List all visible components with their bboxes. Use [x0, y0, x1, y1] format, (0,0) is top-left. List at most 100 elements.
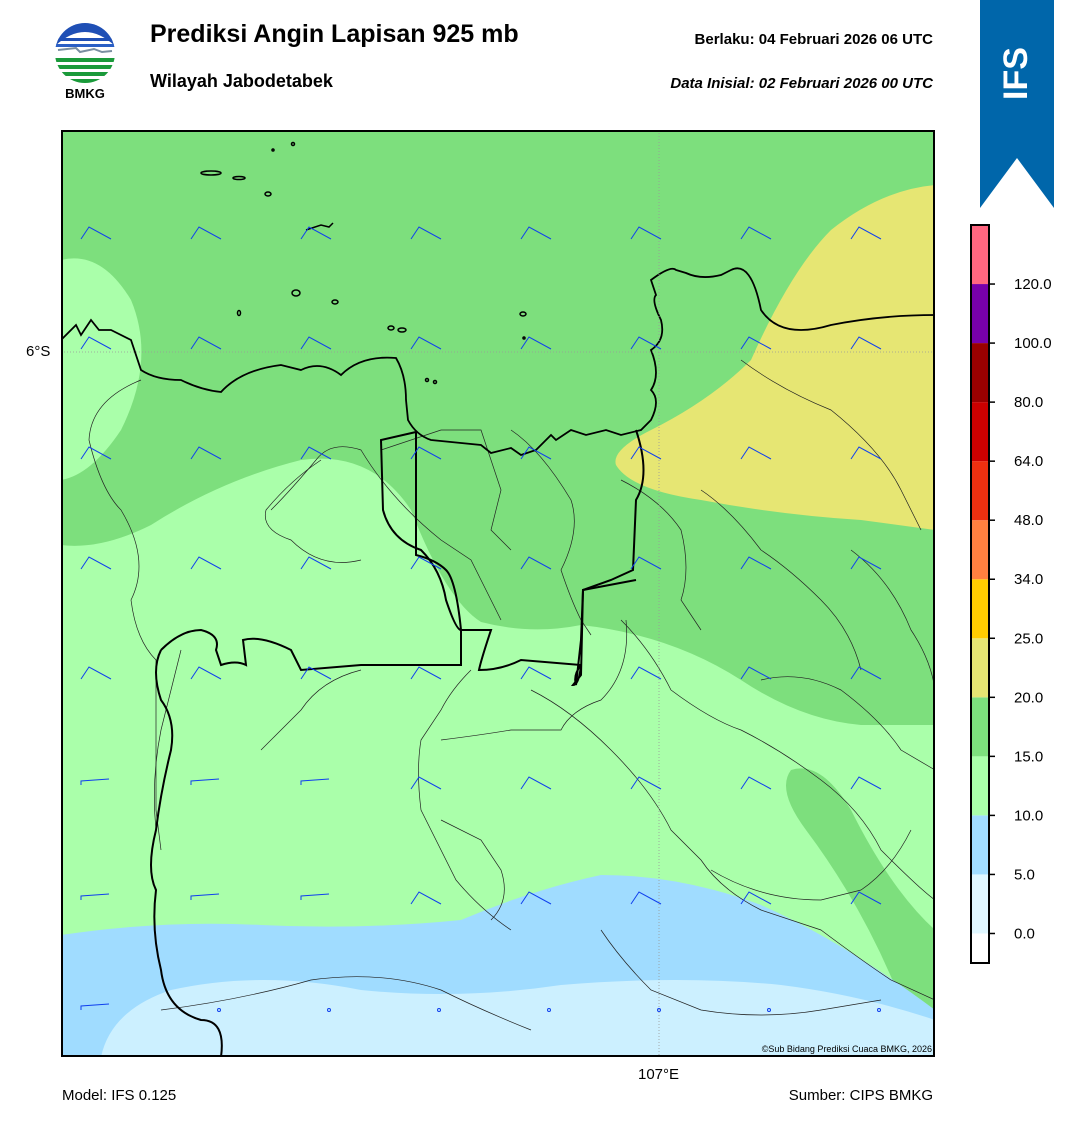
wind-barb — [300, 778, 330, 785]
wind-barb — [300, 446, 332, 460]
wind-barb — [850, 556, 882, 570]
wind-barb — [520, 226, 552, 240]
wind-barb — [190, 556, 222, 570]
calm-wind-marker — [217, 1008, 221, 1012]
colorbar-segment — [971, 697, 989, 757]
wind-barb — [740, 776, 772, 790]
colorbar-tick-label: 100.0 — [1014, 335, 1052, 352]
wind-barb — [410, 666, 442, 680]
wind-barb — [190, 336, 222, 350]
initial-time: Data Inisial: 02 Februari 2026 00 UTC — [670, 75, 933, 92]
wind-barb — [740, 556, 772, 570]
colorbar-segment — [971, 756, 989, 816]
calm-wind-marker — [327, 1008, 331, 1012]
wind-barb — [630, 666, 662, 680]
colorbar-segment — [971, 638, 989, 698]
wind-barb — [520, 556, 552, 570]
wind-barb — [850, 446, 882, 460]
wind-barb — [410, 556, 442, 570]
coastline — [61, 267, 935, 456]
colorbar-segment — [971, 874, 989, 934]
province-boundaries — [150, 429, 645, 1057]
wind-barb — [740, 891, 772, 905]
colorbar-tick-label: 20.0 — [1014, 689, 1043, 706]
colorbar-tick-label: 0.0 — [1014, 925, 1035, 942]
copyright-text: ©Sub Bidang Prediksi Cuaca BMKG, 2026 — [761, 1044, 932, 1054]
wind-barb — [740, 666, 772, 680]
wind-barb — [630, 446, 662, 460]
wind-barb — [520, 891, 552, 905]
calm-wind-marker — [877, 1008, 881, 1012]
wind-barb — [80, 446, 112, 460]
wind-barb — [190, 666, 222, 680]
wind-barb — [740, 446, 772, 460]
colorbar-tick-label: 25.0 — [1014, 630, 1043, 647]
colorbar-tick-label: 48.0 — [1014, 512, 1043, 529]
page-subtitle: Wilayah Jabodetabek — [150, 71, 333, 91]
colorbar-tick-label: 120.0 — [1014, 276, 1052, 293]
model-badge-label: IFS — [997, 47, 1035, 100]
wind-barb — [80, 556, 112, 570]
bmkg-logo-icon — [50, 18, 120, 102]
colorbar-segment — [971, 343, 989, 403]
wind-barb — [520, 336, 552, 350]
colorbar-tick-label: 10.0 — [1014, 807, 1043, 824]
wind-barb — [410, 226, 442, 240]
wind-speed-20-25-region — [615, 185, 935, 530]
colorbar-segment — [971, 402, 989, 462]
valid-time: Berlaku: 04 Februari 2026 06 UTC — [694, 31, 933, 48]
wind-barb — [80, 1003, 110, 1010]
wind-barb — [190, 893, 220, 900]
wind-barb — [630, 336, 662, 350]
wind-barb — [300, 226, 332, 240]
longitude-label: 107°E — [638, 1066, 680, 1083]
wind-barb — [300, 556, 332, 570]
wind-barb — [630, 556, 662, 570]
wind-barb — [520, 666, 552, 680]
wind-barbs — [80, 226, 882, 1012]
calm-wind-marker — [657, 1008, 661, 1012]
model-info: Model: IFS 0.125 — [62, 1087, 177, 1104]
colorbar-segment — [971, 579, 989, 639]
colorbar-frame — [970, 224, 990, 964]
wind-speed-10-15-blob — [61, 258, 142, 480]
colorbar-segment — [971, 461, 989, 521]
wind-barb — [630, 776, 662, 790]
wind-barb — [410, 891, 442, 905]
wind-barb — [850, 336, 882, 350]
wind-barb — [190, 446, 222, 460]
wind-barb — [300, 336, 332, 350]
colorbar-tick-label: 80.0 — [1014, 394, 1043, 411]
calm-wind-marker — [437, 1008, 441, 1012]
wind-barb — [80, 893, 110, 900]
wind-barb — [190, 778, 220, 785]
wind-barb — [520, 776, 552, 790]
wind-barb — [80, 336, 112, 350]
wind-barb — [850, 226, 882, 240]
colorbar: 0.0 5.0 10.0 15.0 20.0 25.0 34.0 48.0 64.0 80.0 10… — [968, 222, 1068, 968]
colorbar-tick-label: 34.0 — [1014, 571, 1043, 588]
colorbar-segment — [971, 225, 989, 285]
wind-barb — [850, 891, 882, 905]
source-info: Sumber: CIPS BMKG — [788, 1087, 933, 1104]
wind-map — [61, 130, 935, 1057]
wind-barb — [740, 336, 772, 350]
wind-barb — [630, 891, 662, 905]
latitude-label: 6°S — [26, 343, 51, 360]
wind-barb — [410, 336, 442, 350]
thousand-islands — [200, 141, 527, 385]
colorbar-tick-label: 64.0 — [1014, 453, 1043, 470]
wind-barb — [80, 226, 112, 240]
wind-barb — [300, 893, 330, 900]
model-badge-text: IFS — [980, 30, 1054, 110]
wind-barb — [520, 446, 552, 460]
wind-barb — [630, 226, 662, 240]
admin-boundaries — [88, 359, 935, 1031]
wind-barb — [190, 226, 222, 240]
wind-barb — [300, 666, 332, 680]
wind-barb — [410, 776, 442, 790]
colorbar-tick-label: 5.0 — [1014, 866, 1035, 883]
wind-barb — [740, 226, 772, 240]
wind-speed-0-5-region — [101, 980, 935, 1057]
calm-wind-marker — [547, 1008, 551, 1012]
